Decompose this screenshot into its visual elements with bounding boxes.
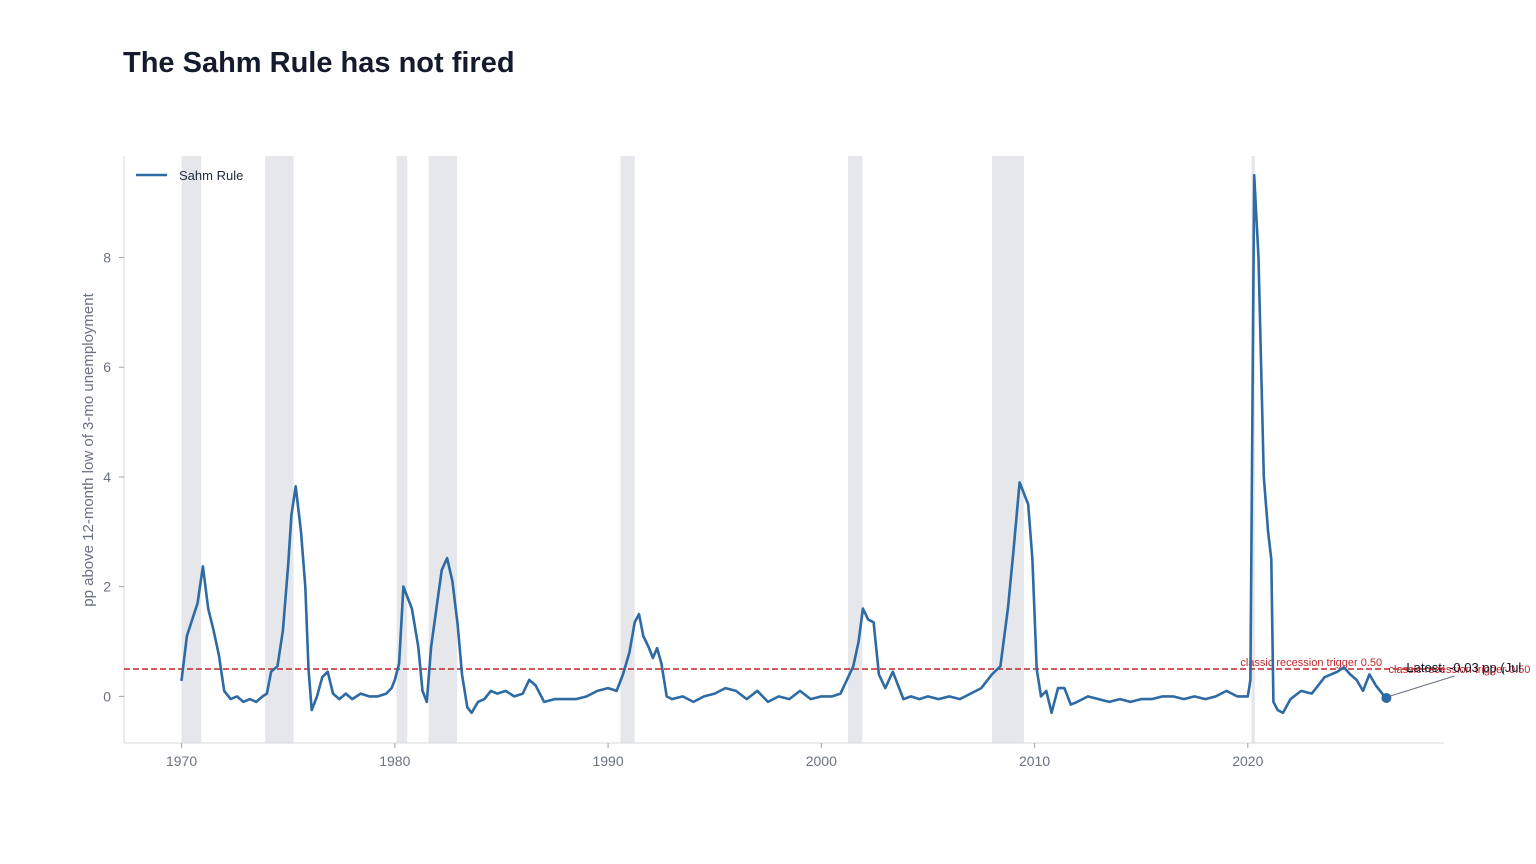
x-tick-label-2000: 2000 <box>806 753 837 769</box>
y-tick-label-0: 0 <box>103 688 111 704</box>
recession-band-1 <box>181 156 202 743</box>
x-tick-label-1970: 1970 <box>166 753 197 769</box>
y-tick-label-6: 6 <box>103 359 111 375</box>
y-axis-ticks: 0 2 4 6 8 <box>103 249 124 704</box>
x-tick-label-1980: 1980 <box>379 753 410 769</box>
legend-label-sahm-rule: Sahm Rule <box>179 168 243 183</box>
recession-band-6 <box>847 156 863 743</box>
recession-trigger-label-duplicate: classic recession trigger 0.50 <box>1389 664 1531 676</box>
y-tick-label-4: 4 <box>103 469 111 485</box>
recession-band-2 <box>265 156 294 743</box>
x-tick-label-2020: 2020 <box>1232 753 1263 769</box>
recession-band-5 <box>620 156 635 743</box>
legend: Sahm Rule <box>136 168 243 183</box>
x-tick-label-1990: 1990 <box>592 753 623 769</box>
x-axis-ticks: 1970 1980 1990 2000 2010 2020 <box>166 743 1264 769</box>
recession-bands <box>181 156 1255 743</box>
x-tick-label-2010: 2010 <box>1019 753 1050 769</box>
series-line-sahm-rule <box>180 173 1388 715</box>
recession-trigger-label: classic recession trigger 0.50 <box>1240 657 1382 669</box>
recession-band-4 <box>428 156 458 743</box>
latest-annotation: Latest: -0.03 pp (Jul <box>1406 660 1521 675</box>
recession-band-3 <box>396 156 408 743</box>
latest-annotation-leader <box>1390 675 1455 697</box>
y-tick-label-8: 8 <box>103 249 111 265</box>
latest-data-point <box>1381 693 1392 704</box>
chart-title: The Sahm Rule has not fired <box>123 47 515 79</box>
y-axis-title: pp above 12-month low of 3-mo unemployme… <box>80 292 97 606</box>
recession-band-7 <box>991 156 1024 743</box>
y-tick-label-2: 2 <box>103 579 111 595</box>
